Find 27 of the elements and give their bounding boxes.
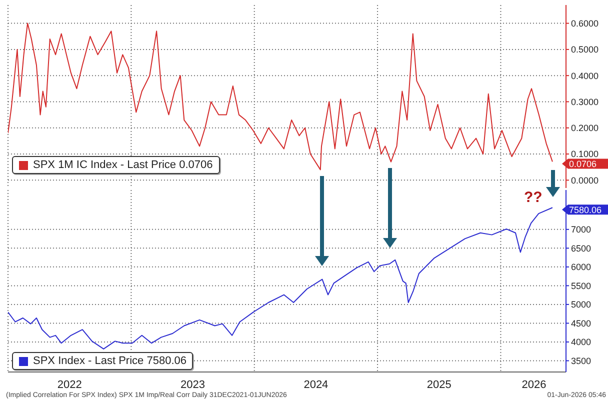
line-series	[8, 22, 553, 170]
annotation: ??	[524, 189, 542, 206]
y-tick-label: 4000	[571, 337, 592, 348]
y-tick-label: 0.1000	[571, 149, 599, 160]
x-tick-label: 2026	[522, 378, 546, 391]
y-tick-label: 5000	[571, 300, 592, 310]
y-tick-label: 0.0000	[571, 175, 599, 186]
x-tick-label: 2022	[57, 378, 82, 391]
x-tick-label: 2023	[180, 378, 206, 391]
line-series	[8, 207, 553, 350]
y-tick-label: 7000	[571, 224, 592, 235]
y-tick-label: 0.6000	[571, 18, 599, 28]
y-tick-label: 0.2000	[571, 123, 599, 134]
y-tick-label: 0.5000	[571, 44, 599, 55]
x-tick-label: 2024	[304, 378, 328, 391]
y-tick-label: 6500	[571, 243, 592, 254]
y-tick-label: 4500	[571, 318, 592, 328]
legend-label: SPX 1M IC Index - Last Price 0.0706	[33, 159, 213, 171]
data-label: 0.0706	[569, 159, 597, 170]
x-tick-label: 2025	[426, 378, 452, 391]
data-label: 7580.06	[569, 205, 602, 216]
legend-label: SPX Index - Last Price 7580.06	[33, 355, 186, 367]
y-tick-label: 0.4000	[571, 70, 599, 81]
y-tick-label: 0.3000	[571, 96, 599, 107]
y-tick-label: 3500	[571, 356, 592, 366]
y-tick-label: 5500	[571, 280, 592, 291]
y-tick-label: 6000	[571, 262, 592, 272]
